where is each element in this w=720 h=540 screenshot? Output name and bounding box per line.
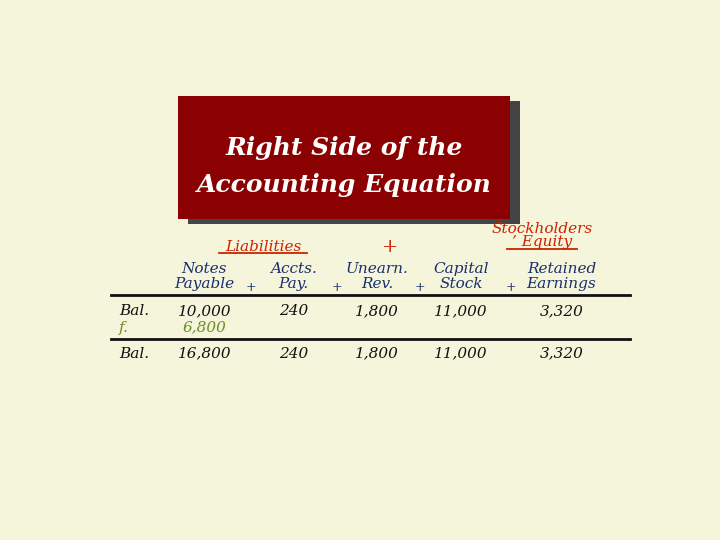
Text: Pay.: Pay. xyxy=(279,278,309,292)
Text: Payable: Payable xyxy=(174,278,235,292)
Text: 10,000: 10,000 xyxy=(178,304,231,318)
Text: 16,800: 16,800 xyxy=(178,347,231,361)
Text: Retained: Retained xyxy=(527,261,596,275)
Text: +: + xyxy=(415,281,426,294)
Text: Bal.: Bal. xyxy=(119,304,149,318)
Text: Accts.: Accts. xyxy=(270,261,317,275)
Text: 11,000: 11,000 xyxy=(434,347,488,361)
Text: 6,800: 6,800 xyxy=(182,321,226,335)
Text: 11,000: 11,000 xyxy=(434,304,488,318)
FancyBboxPatch shape xyxy=(178,96,510,219)
Text: Stockholders: Stockholders xyxy=(491,222,593,236)
Text: 1,800: 1,800 xyxy=(356,304,400,318)
Text: Accounting Equation: Accounting Equation xyxy=(197,173,491,198)
Text: Rev.: Rev. xyxy=(361,278,394,292)
Text: +: + xyxy=(246,281,256,294)
Text: +: + xyxy=(505,281,516,294)
FancyBboxPatch shape xyxy=(188,101,520,224)
Text: Capital: Capital xyxy=(433,261,489,275)
Text: f.: f. xyxy=(119,321,129,335)
Text: 3,320: 3,320 xyxy=(539,304,583,318)
Text: Earnings: Earnings xyxy=(526,278,596,292)
Text: ’ Equity: ’ Equity xyxy=(512,235,572,249)
Text: +: + xyxy=(382,238,398,255)
Text: 240: 240 xyxy=(279,304,308,318)
Text: Notes: Notes xyxy=(181,261,227,275)
Text: Bal.: Bal. xyxy=(119,347,149,361)
Text: +: + xyxy=(331,281,342,294)
Text: 240: 240 xyxy=(279,347,308,361)
Text: Right Side of the: Right Side of the xyxy=(225,136,462,160)
Text: Unearn.: Unearn. xyxy=(346,261,409,275)
Text: Liabilities: Liabilities xyxy=(225,240,301,253)
Text: 1,800: 1,800 xyxy=(356,347,400,361)
Text: Stock: Stock xyxy=(439,278,483,292)
Text: 3,320: 3,320 xyxy=(539,347,583,361)
